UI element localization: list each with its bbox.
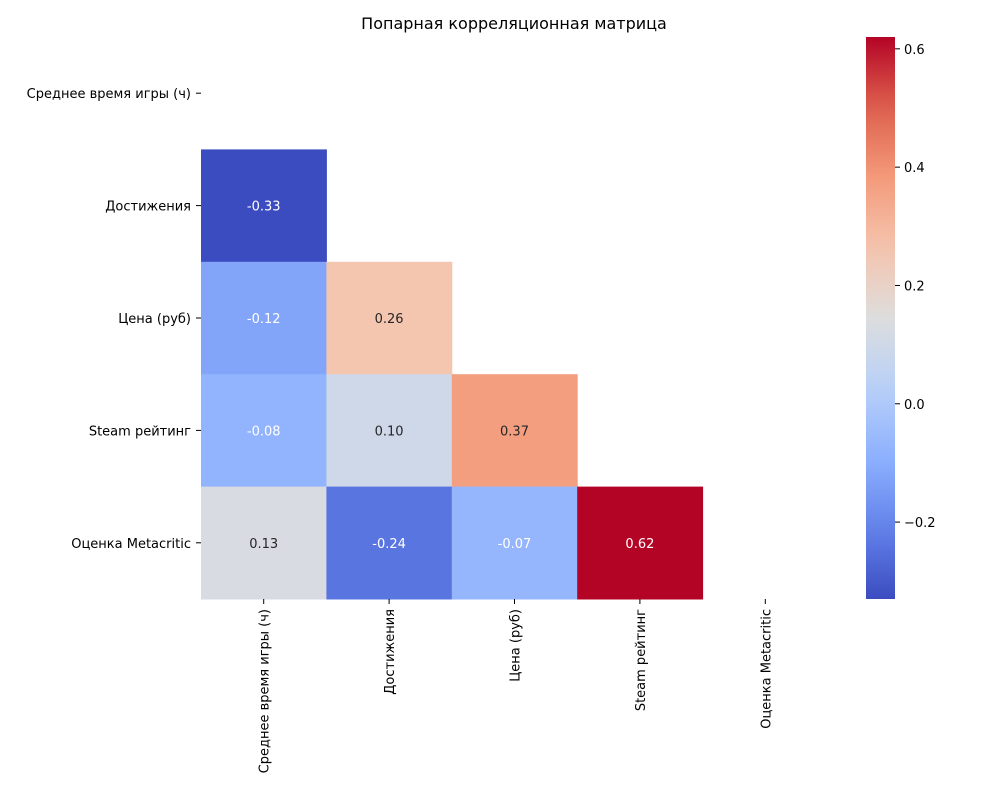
chart-title: Попарная корреляционная матрица [361, 14, 667, 33]
y-axis-tick-labels: Среднее время игры (ч) Достижения Цена (ру… [27, 87, 201, 552]
cell-value-label: 0.37 [500, 424, 529, 439]
heatmap-cell [201, 149, 327, 263]
x-tick-label: Среднее время игры (ч) [258, 609, 273, 773]
cell-value-label: -0.08 [247, 424, 281, 439]
x-tick-label: Steam рейтинг [634, 609, 649, 711]
x-tick-label: Цена (руб) [509, 609, 524, 682]
cell-value-label: 0.10 [375, 424, 404, 439]
y-tick-label: Оценка Metacritic [71, 537, 191, 552]
heatmap-cell [326, 261, 453, 375]
x-tick-label: Оценка Metacritic [759, 609, 774, 729]
heatmap-cell [201, 261, 327, 375]
colorbar: −0.2 0.0 0.2 0.4 0.6 [866, 37, 936, 599]
colorbar-gradient [866, 37, 895, 599]
heatmap-cell [326, 374, 453, 488]
cell-value-label: 0.13 [249, 537, 278, 552]
cell-annotations: -0.33 -0.12 0.26 -0.08 0.10 0.37 0.13 -0.24 -0.0… [247, 200, 654, 552]
heatmap-cell [451, 486, 578, 600]
heatmap-cell [201, 374, 327, 488]
heatmap-cell [577, 486, 704, 600]
colorbar-tick-label: 0.2 [904, 279, 925, 294]
heatmap-cell [326, 486, 453, 600]
cell-value-label: 0.62 [625, 537, 654, 552]
y-tick-label: Цена (руб) [118, 312, 191, 327]
x-axis-tick-labels: Среднее время игры (ч) Достижения Цена (ру… [258, 599, 774, 773]
colorbar-tick-label: 0.4 [904, 161, 925, 176]
colorbar-tick-label: −0.2 [904, 516, 936, 531]
cell-value-label: -0.07 [498, 537, 532, 552]
y-tick-label: Среднее время игры (ч) [27, 87, 191, 102]
heatmap-cell [451, 374, 578, 488]
cell-value-label: -0.33 [247, 200, 281, 215]
x-tick-label: Достижения [383, 609, 398, 695]
y-tick-label: Steam рейтинг [89, 424, 191, 439]
heatmap-cells [201, 149, 704, 600]
cell-value-label: -0.24 [372, 537, 406, 552]
heatmap-cell [201, 486, 327, 600]
y-tick-label: Достижения [105, 200, 191, 215]
colorbar-tick-label: 0.0 [904, 398, 925, 413]
cell-value-label: -0.12 [247, 312, 281, 327]
colorbar-tick-label: 0.6 [904, 43, 925, 58]
cell-value-label: 0.26 [375, 312, 404, 327]
